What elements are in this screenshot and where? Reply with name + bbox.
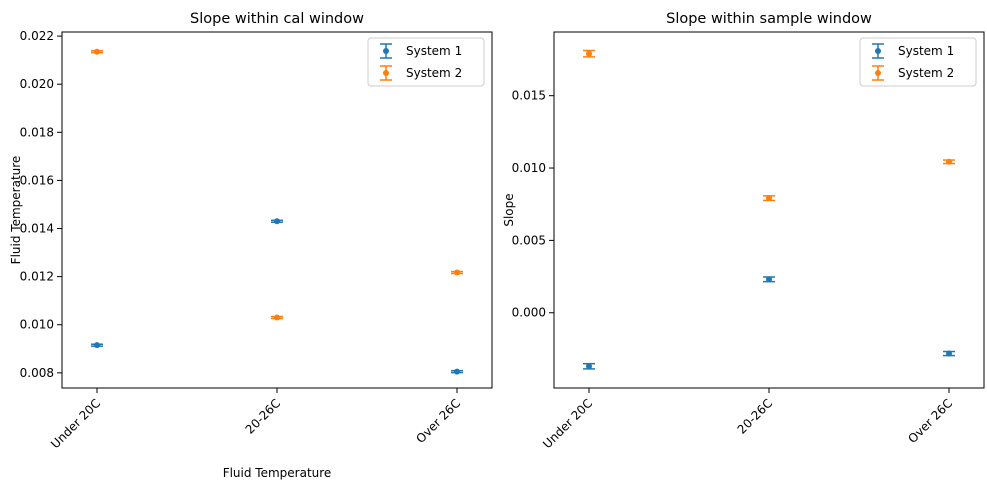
chart-title: Slope within sample window bbox=[666, 11, 872, 27]
data-point bbox=[271, 314, 283, 321]
y-axis-label: Slope bbox=[502, 193, 516, 226]
y-axis: 0.008 0.010 0.012 0.014 0.016 0.018 0.020 0.022 bbox=[20, 29, 62, 380]
data-point bbox=[763, 276, 775, 283]
legend-marker bbox=[383, 70, 389, 76]
y-axis: 0.000 0.005 0.010 0.015 bbox=[512, 89, 554, 320]
data-point bbox=[271, 218, 283, 225]
marker bbox=[946, 158, 952, 165]
legend-item: System 1 bbox=[380, 43, 462, 59]
data-point bbox=[943, 350, 955, 357]
legend-item: System 2 bbox=[872, 65, 954, 81]
legend-marker bbox=[875, 48, 881, 54]
marker bbox=[766, 276, 772, 283]
y-tick-label: 0.020 bbox=[20, 77, 54, 91]
legend-frame bbox=[859, 37, 977, 87]
data-point bbox=[943, 158, 955, 165]
y-tick-label: 0.012 bbox=[20, 270, 54, 284]
data-point bbox=[451, 269, 463, 276]
data-point bbox=[583, 49, 595, 58]
x-axis-label: Fluid Temperature bbox=[223, 466, 332, 480]
y-tick-label: 0.014 bbox=[20, 222, 54, 236]
marker bbox=[766, 195, 772, 202]
y-tick-label: 0.010 bbox=[512, 161, 546, 175]
y-tick-label: 0.022 bbox=[20, 29, 54, 43]
data-point bbox=[451, 368, 463, 375]
y-tick-label: 0.010 bbox=[20, 318, 54, 332]
marker bbox=[946, 350, 952, 357]
marker bbox=[274, 314, 280, 321]
marker bbox=[454, 368, 460, 375]
marker bbox=[274, 218, 280, 225]
legend: System 1 System 2 bbox=[367, 37, 485, 87]
marker bbox=[586, 363, 592, 370]
legend-marker bbox=[383, 48, 389, 54]
y-tick-label: 0.015 bbox=[512, 89, 546, 103]
chart-title: Slope within cal window bbox=[190, 11, 364, 27]
legend-label: System 2 bbox=[406, 66, 462, 80]
legend-label: System 1 bbox=[406, 44, 462, 58]
marker bbox=[454, 269, 460, 276]
marker bbox=[94, 48, 100, 55]
y-tick-label: 0.005 bbox=[512, 233, 546, 247]
y-tick-label: 0.016 bbox=[20, 173, 54, 187]
legend-marker bbox=[875, 70, 881, 76]
data-marks bbox=[91, 48, 463, 375]
data-marks bbox=[583, 49, 955, 370]
legend: System 1 System 2 bbox=[859, 37, 977, 87]
y-tick-label: 0.000 bbox=[512, 306, 546, 320]
data-point bbox=[91, 48, 103, 55]
data-point bbox=[91, 342, 103, 349]
legend-frame bbox=[367, 37, 485, 87]
data-point bbox=[583, 362, 595, 370]
data-point bbox=[763, 195, 775, 202]
legend-label: System 2 bbox=[898, 66, 954, 80]
legend-item: System 2 bbox=[380, 65, 462, 81]
y-tick-label: 0.008 bbox=[20, 366, 54, 380]
legend-label: System 1 bbox=[898, 44, 954, 58]
marker bbox=[586, 50, 592, 57]
y-axis-label: Fluid Temperature bbox=[9, 156, 23, 265]
legend-item: System 1 bbox=[872, 43, 954, 59]
marker bbox=[94, 342, 100, 349]
y-tick-label: 0.018 bbox=[20, 125, 54, 139]
